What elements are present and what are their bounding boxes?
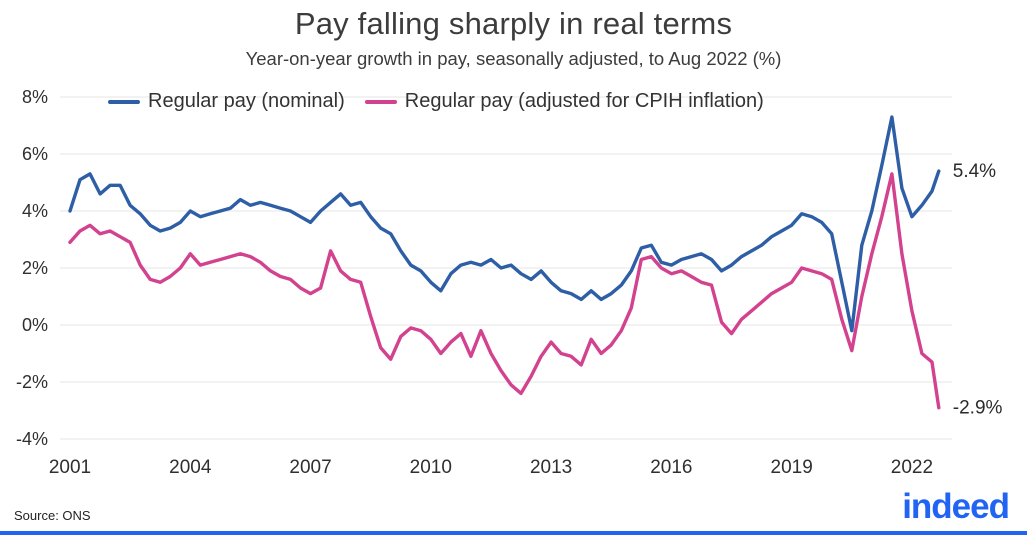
y-tick-label: 4%: [22, 201, 48, 221]
y-tick-label: 0%: [22, 315, 48, 335]
real-pay-line: [68, 172, 941, 410]
x-tick-label: 2010: [410, 457, 452, 478]
indeed-logo: indeed: [902, 487, 1010, 526]
y-tick-label: -2%: [16, 372, 48, 392]
y-tick-label: -4%: [16, 429, 48, 449]
real-series-swatch: [364, 99, 397, 104]
legend: Regular pay (nominal) Regular pay (adjus…: [108, 90, 764, 113]
y-tick-label: 2%: [22, 258, 48, 278]
x-tick-label: 2022: [891, 457, 933, 478]
legend-item-real: Regular pay (adjusted for CPIH inflation…: [364, 90, 764, 113]
nominal-end-label: 5.4%: [953, 161, 996, 182]
x-tick-label: 2007: [289, 457, 331, 478]
chart-subtitle: Year-on-year growth in pay, seasonally a…: [245, 48, 782, 69]
x-tick-label: 2016: [650, 457, 692, 478]
legend-label-nominal: Regular pay (nominal): [148, 90, 345, 112]
x-tick-label: 2004: [169, 457, 212, 478]
x-tick-label: 2019: [771, 457, 813, 478]
x-tick-label: 2001: [49, 457, 91, 478]
y-tick-label: 8%: [22, 87, 48, 107]
legend-item-nominal: Regular pay (nominal): [108, 90, 345, 113]
brand-bar: [0, 531, 1027, 535]
nominal-series-swatch: [108, 99, 140, 104]
x-tick-label: 2013: [530, 457, 572, 478]
y-tick-label: 6%: [22, 144, 48, 164]
nominal-pay-line: [68, 115, 941, 333]
source-note: Source: ONS: [14, 508, 91, 523]
chart-title: Pay falling sharply in real terms: [294, 6, 733, 41]
real-end-label: -2.9%: [953, 398, 1003, 419]
legend-label-real: Regular pay (adjusted for CPIH inflation…: [404, 90, 764, 112]
